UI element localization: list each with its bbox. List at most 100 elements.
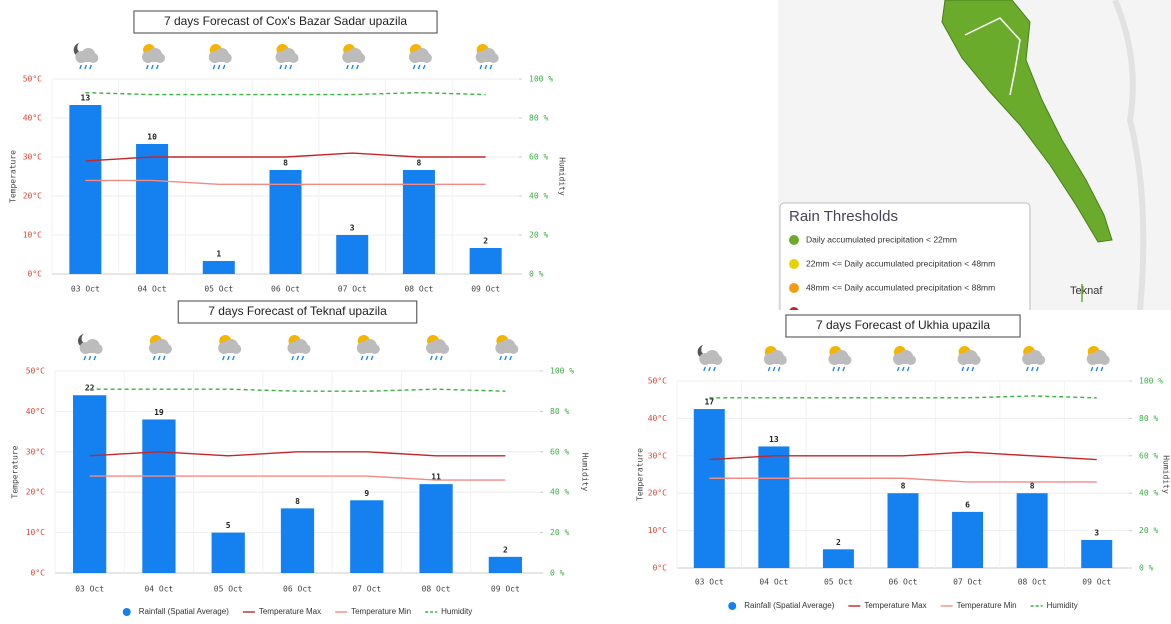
rain-drop <box>703 366 706 372</box>
map-legend-box <box>779 202 1031 310</box>
line-series <box>85 179 486 185</box>
rain-drop <box>150 64 154 70</box>
y-axis-title: Temperature <box>11 445 20 498</box>
x-tick-label: 04 Oct <box>144 585 173 594</box>
rain-drop <box>289 64 293 70</box>
x-tick-label: 05 Oct <box>824 578 853 587</box>
cloud <box>409 56 431 62</box>
rain-drop <box>1100 366 1104 372</box>
weather-icon <box>763 346 787 372</box>
x-tick-label: 08 Oct <box>422 585 451 594</box>
legend-label: Humidity <box>1047 601 1078 610</box>
x-tick-label: 04 Oct <box>138 285 167 294</box>
legend-label: Rainfall (Spatial Average) <box>744 601 834 610</box>
bar-value-label: 17 <box>704 398 714 407</box>
cloud <box>149 347 171 353</box>
bar-value-label: 5 <box>226 521 231 530</box>
boundary <box>964 17 1021 96</box>
rain-drop <box>232 355 235 361</box>
cloud <box>958 358 980 364</box>
weather-icon <box>77 334 103 361</box>
legend-text: 48mm <= Daily accumulated precipitation … <box>806 282 995 292</box>
y2-axis-title: Humidity <box>558 157 567 196</box>
y2-tick-label: 100 % <box>1139 377 1163 386</box>
rain-drop <box>412 64 416 70</box>
rain-drop <box>896 366 900 372</box>
y-tick-label: 40°C <box>648 414 667 423</box>
x-tick-label: 04 Oct <box>759 578 788 587</box>
weather-icon <box>426 335 450 361</box>
rain-drop <box>291 355 295 361</box>
bar <box>211 532 245 573</box>
bar <box>488 556 522 573</box>
rain-drop <box>1031 366 1034 372</box>
rain-drop <box>284 64 288 70</box>
bar-value-label: 8 <box>417 159 422 168</box>
legend-label: Temperature Min <box>957 601 1017 610</box>
x-tick-label: 03 Oct <box>71 285 100 294</box>
legend-label: Temperature Min <box>351 607 411 616</box>
y2-tick-label: 80 % <box>550 407 569 416</box>
rain-drop <box>417 64 421 70</box>
y2-tick-label: 0 % <box>529 270 544 279</box>
legend-label: Rainfall (Spatial Average) <box>139 607 229 616</box>
x-tick-label: 08 Oct <box>404 285 433 294</box>
rain-drop <box>901 366 905 372</box>
terrain <box>1112 0 1147 310</box>
bar-value-label: 22 <box>85 384 95 393</box>
line-series <box>709 395 1097 399</box>
rain-drop <box>966 366 970 372</box>
bar <box>69 105 102 274</box>
rain-drop <box>88 355 92 361</box>
y-tick-label: 50°C <box>26 367 45 376</box>
bar <box>952 511 984 568</box>
cloud <box>219 347 241 353</box>
weather-icon <box>142 44 166 70</box>
x-tick-label: 09 Oct <box>491 585 520 594</box>
weather-icon <box>1022 346 1046 372</box>
legend-dot <box>789 307 799 310</box>
cloud <box>700 358 722 364</box>
bar-value-label: 9 <box>364 489 369 498</box>
rain-drop <box>152 355 156 361</box>
cloud <box>143 56 165 62</box>
bar <box>419 484 453 573</box>
cloud <box>343 56 365 62</box>
bar <box>887 493 919 568</box>
bar-value-label: 2 <box>836 538 841 547</box>
bar <box>136 144 169 274</box>
line-series <box>89 451 506 457</box>
weather-icon <box>1086 346 1110 372</box>
weather-icon <box>73 43 99 70</box>
x-tick-label: 09 Oct <box>471 285 500 294</box>
rain-drop <box>365 355 369 361</box>
bar <box>142 419 176 573</box>
rain-drop <box>84 64 87 70</box>
rain-drop <box>93 355 97 361</box>
x-tick-label: 06 Oct <box>271 285 300 294</box>
y2-tick-label: 100 % <box>550 367 574 376</box>
rain-drop <box>439 355 443 361</box>
y-tick-label: 0°C <box>28 270 43 279</box>
chart-title: 7 days Forecast of Ukhia upazila <box>816 318 990 332</box>
chart-title: 7 days Forecast of Teknaf upazila <box>208 304 387 318</box>
rain-drop <box>961 366 965 372</box>
bar-value-label: 13 <box>769 435 779 444</box>
legend-dot <box>789 283 799 293</box>
bar-value-label: 13 <box>81 94 91 103</box>
rain-drop <box>484 64 488 70</box>
cloud <box>496 347 518 353</box>
weather-icon <box>148 335 172 361</box>
rain-drop <box>767 366 771 372</box>
bar-value-label: 3 <box>350 224 355 233</box>
rain-drop <box>145 64 149 70</box>
y2-tick-label: 20 % <box>1139 526 1158 535</box>
rain-drop <box>971 366 975 372</box>
weather-icon <box>893 346 916 372</box>
x-tick-label: 07 Oct <box>953 578 982 587</box>
map-legend-items: Daily accumulated precipitation < 22mm 22… <box>789 234 995 310</box>
rain-drop <box>422 64 426 70</box>
legend-marker <box>122 608 131 616</box>
line-series <box>85 91 486 96</box>
